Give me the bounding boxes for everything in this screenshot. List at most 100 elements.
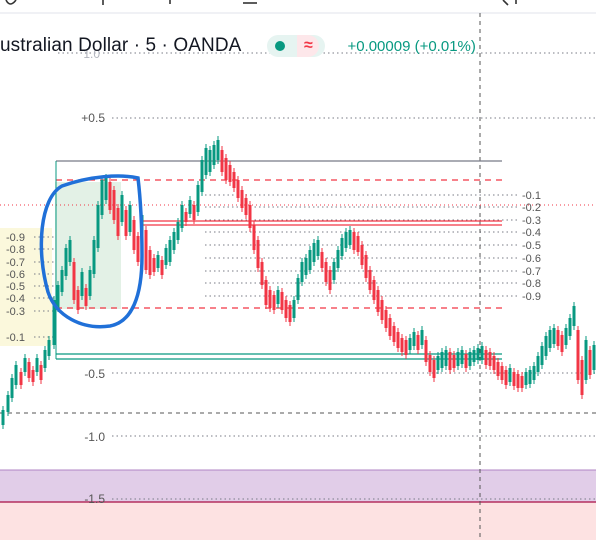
candle-body — [464, 354, 468, 368]
candle-body — [452, 355, 456, 368]
candle-body — [164, 248, 168, 265]
candle-body — [424, 340, 428, 362]
candle-body — [472, 350, 476, 362]
candle-body — [52, 300, 56, 345]
left-fib-label: -0.7 — [6, 257, 25, 269]
candle-body — [148, 250, 152, 275]
price-change: +0.00009 (+0.01%) — [347, 37, 476, 55]
candle-body — [168, 240, 172, 262]
candle-body — [304, 258, 308, 275]
candle-body — [72, 262, 76, 300]
candle-body — [268, 290, 272, 308]
candle-body — [484, 350, 488, 365]
symbol-title[interactable]: ustralian Dollar · 5 · OANDA — [0, 35, 242, 56]
candle-body — [376, 290, 380, 312]
toolbar-icon-1 — [5, 0, 17, 5]
candle-body — [204, 148, 208, 175]
wave-icon: ≈ — [297, 35, 320, 57]
candle-body — [1, 410, 5, 425]
candle-body — [308, 250, 312, 270]
candle-body — [396, 332, 400, 348]
right-fib-label: -0.5 — [522, 240, 541, 252]
market-status-pill[interactable]: ≈ — [267, 35, 326, 57]
candle-body — [284, 300, 288, 318]
candle-body — [364, 255, 368, 278]
candle-body — [496, 362, 500, 376]
candle-body — [428, 355, 432, 372]
candle-body — [180, 205, 184, 228]
candle-body — [256, 240, 260, 268]
candle-body — [416, 335, 420, 350]
candle-body — [220, 150, 224, 172]
candle-body — [10, 378, 14, 398]
candle-body — [252, 225, 256, 250]
candle-body — [124, 210, 128, 236]
candle-body — [23, 358, 27, 372]
candle-body — [128, 205, 132, 232]
candle-body — [312, 243, 316, 262]
candle-body — [276, 290, 280, 304]
candle-body — [224, 158, 228, 180]
candle-body — [216, 140, 220, 160]
candle-body — [320, 252, 324, 268]
right-fib-label: -0.6 — [522, 253, 541, 265]
left-fib-label: -0.6 — [6, 269, 25, 281]
candle-body — [232, 172, 236, 188]
candle-body — [352, 232, 356, 250]
candle-body — [27, 362, 31, 378]
candle-body — [80, 272, 84, 296]
right-fib-labels: -0.1 -0.2 -0.3 -0.4 -0.5 -0.6 -0.7 -0.8 … — [522, 190, 541, 303]
right-fib-label: -0.9 — [522, 291, 541, 303]
candle-body — [76, 290, 80, 310]
candle-body — [420, 330, 424, 345]
candle-body — [248, 205, 252, 228]
candle-body — [236, 180, 240, 198]
right-fib-label: -0.4 — [522, 227, 541, 239]
candle-body — [504, 370, 508, 385]
left-fib-label: -0.3 — [6, 306, 25, 318]
candle-body — [108, 182, 112, 210]
candle-body — [244, 198, 248, 215]
market-open-dot-icon — [275, 41, 286, 51]
left-fib-label: -0.1 — [6, 332, 25, 344]
candle-body — [96, 205, 100, 248]
candlestick-series — [1, 136, 596, 429]
candle-body — [444, 350, 448, 366]
top-toolbar-fragment — [0, 0, 596, 14]
candle-body — [288, 305, 292, 322]
candle-body — [68, 240, 72, 262]
candle-body — [380, 300, 384, 320]
toolbar-icon-5 — [502, 0, 509, 6]
candle-body — [14, 365, 18, 385]
candle-body — [176, 222, 180, 240]
right-fib-label: -0.1 — [522, 190, 541, 202]
candle-body — [64, 248, 68, 276]
candle-body — [520, 376, 524, 388]
candle-body — [188, 200, 192, 214]
candle-body — [136, 236, 140, 262]
candle-body — [448, 352, 452, 370]
candle-body — [556, 330, 560, 346]
candle-body — [272, 295, 276, 310]
left-fib-label: -0.4 — [6, 293, 25, 305]
candle-body — [300, 262, 304, 282]
candle-body — [476, 348, 480, 360]
candle-body — [436, 356, 440, 370]
candle-body — [548, 330, 552, 348]
candle-body — [120, 195, 124, 222]
candle-body — [196, 185, 200, 212]
candle-body — [584, 340, 588, 380]
candle-body — [412, 332, 416, 346]
candle-body — [492, 356, 496, 370]
left-fib-label: -0.5 — [6, 281, 25, 293]
candle-body — [528, 370, 532, 384]
candle-body — [31, 370, 35, 382]
candle-body — [404, 340, 408, 355]
candle-body — [156, 255, 160, 268]
candle-body — [544, 336, 548, 356]
candle-body — [536, 356, 540, 372]
candle-body — [112, 190, 116, 220]
candle-body — [84, 288, 88, 306]
